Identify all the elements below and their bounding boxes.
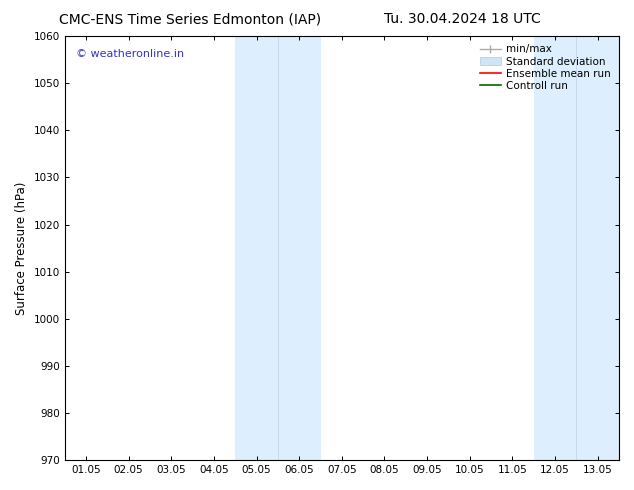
Text: © weatheronline.in: © weatheronline.in [75,49,184,59]
Legend: min/max, Standard deviation, Ensemble mean run, Controll run: min/max, Standard deviation, Ensemble me… [477,41,614,94]
Text: Tu. 30.04.2024 18 UTC: Tu. 30.04.2024 18 UTC [384,12,541,26]
Bar [534,36,619,460]
Text: CMC-ENS Time Series Edmonton (IAP): CMC-ENS Time Series Edmonton (IAP) [59,12,321,26]
Bar [235,36,321,460]
Y-axis label: Surface Pressure (hPa): Surface Pressure (hPa) [15,181,28,315]
